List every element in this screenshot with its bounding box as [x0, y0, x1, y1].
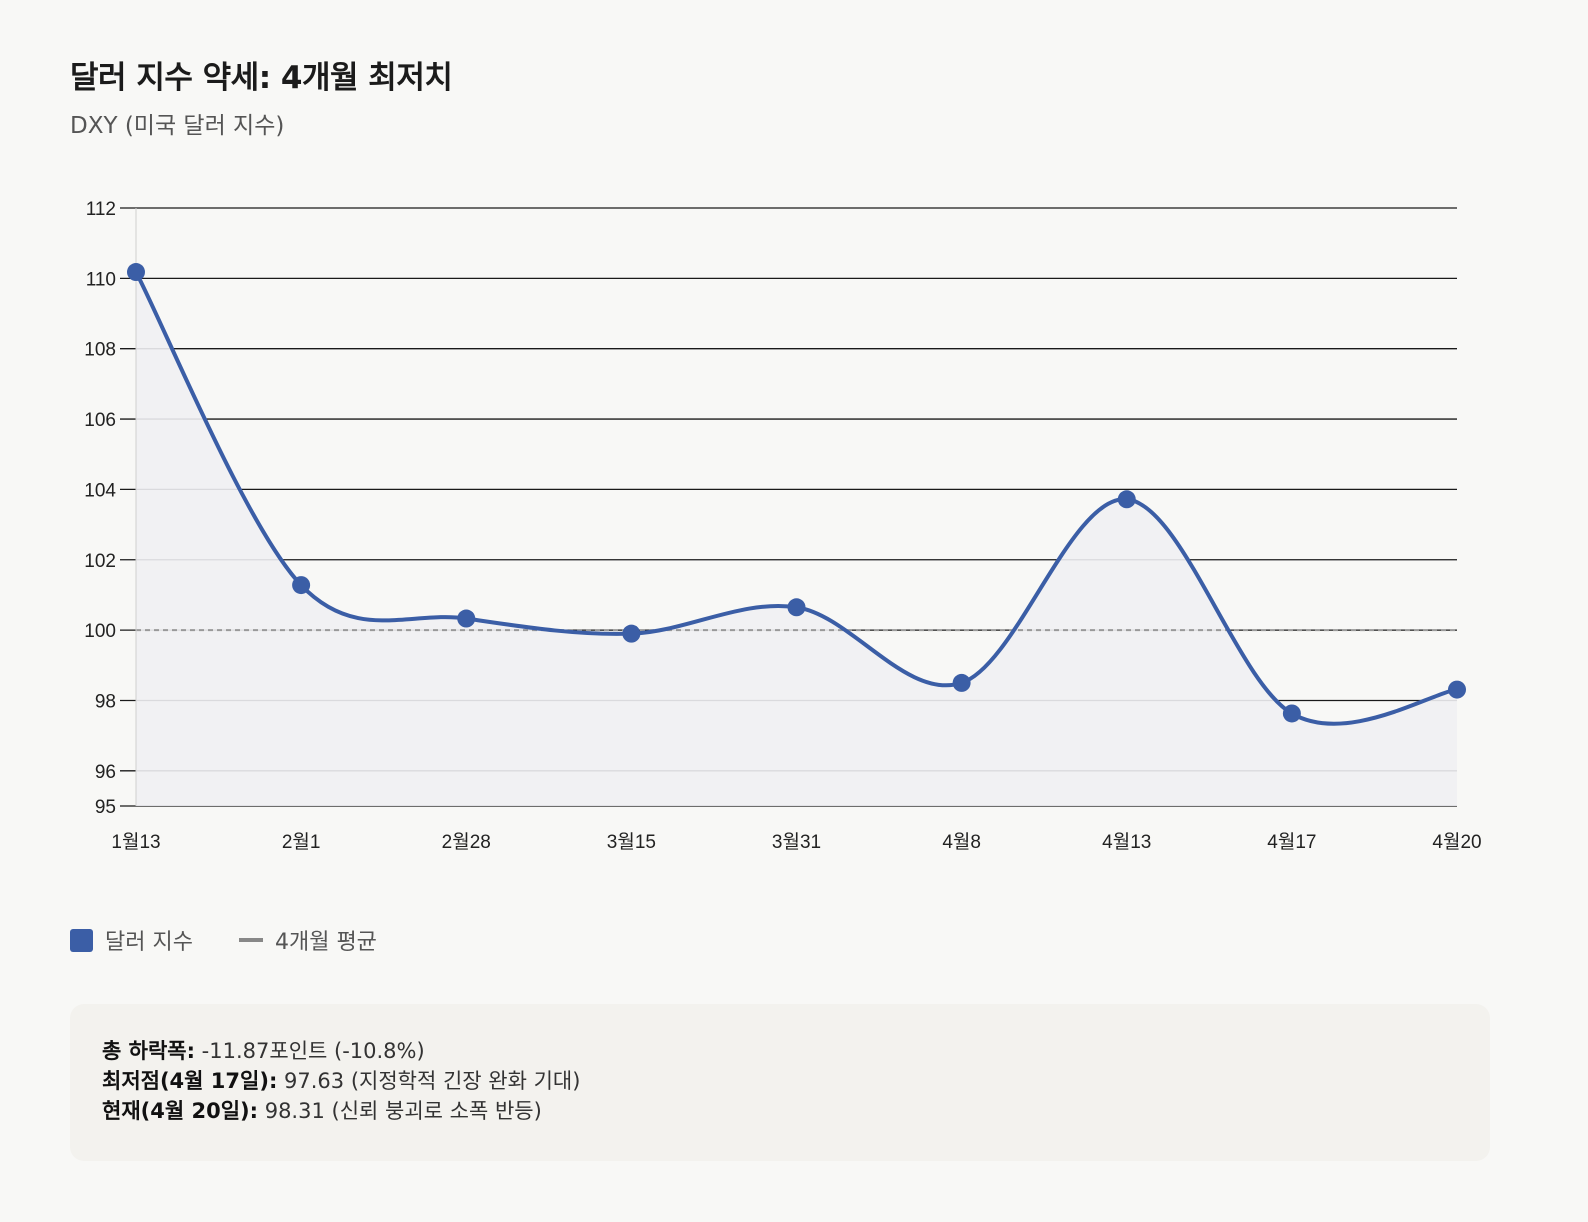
- area-fill: [136, 272, 1457, 806]
- data-point[interactable]: [1448, 680, 1466, 699]
- data-point[interactable]: [1282, 704, 1301, 723]
- x-tick-label: 4월8: [942, 831, 981, 853]
- data-points: [127, 263, 1466, 723]
- x-tick-label: 2월1: [282, 831, 321, 853]
- data-point[interactable]: [127, 263, 145, 282]
- x-tick-label: 1월13: [111, 831, 160, 853]
- data-point[interactable]: [622, 624, 641, 643]
- note-text: 98.31 (신뢰 붕괴로 소폭 반등): [258, 1099, 542, 1123]
- x-tick-label: 4월13: [1102, 831, 1151, 853]
- y-tick-label: 96: [95, 762, 116, 783]
- legend-label-average: 4개월 평균: [274, 930, 377, 955]
- x-tick-label: 4월20: [1432, 831, 1481, 853]
- y-tick-label: 112: [86, 199, 116, 220]
- y-tick-labels: 95 96 98 100 102 104 106 108 110 112: [84, 199, 116, 818]
- data-point[interactable]: [952, 673, 971, 692]
- y-tick-label: 98: [95, 691, 116, 712]
- note-label: 최저점(4월 17일):: [102, 1069, 278, 1093]
- x-tick-label: 4월17: [1267, 831, 1316, 853]
- series-line: [134, 271, 1458, 726]
- note-text: -11.87포인트 (-10.8%): [195, 1039, 425, 1063]
- data-point[interactable]: [787, 598, 806, 617]
- note-line-low: 최저점(4월 17일): 97.63 (지정학적 긴장 완화 기대): [102, 1066, 1458, 1096]
- legend-swatch-average: [238, 938, 263, 942]
- x-tick-label: 2월28: [442, 831, 491, 853]
- x-tick-label: 3월15: [607, 831, 656, 853]
- y-tick-label: 95: [95, 797, 116, 818]
- note-line-current: 현재(4월 20일): 98.31 (신뢰 붕괴로 소폭 반등): [102, 1096, 1458, 1126]
- note-label: 총 하락폭:: [102, 1039, 195, 1063]
- summary-note: 총 하락폭: -11.87포인트 (-10.8%) 최저점(4월 17일): 9…: [70, 1004, 1490, 1161]
- note-label: 현재(4월 20일):: [102, 1099, 259, 1123]
- note-line-decline: 총 하락폭: -11.87포인트 (-10.8%): [102, 1036, 1458, 1066]
- y-tick-label: 102: [84, 551, 116, 572]
- data-point[interactable]: [1117, 490, 1136, 509]
- data-point[interactable]: [457, 609, 476, 628]
- y-tick-label: 106: [84, 410, 116, 431]
- data-point[interactable]: [292, 576, 311, 595]
- legend-item-average: 4개월 평균: [238, 924, 377, 956]
- y-tick-label: 104: [84, 480, 116, 501]
- legend: 달러 지수 4개월 평균: [70, 924, 423, 956]
- note-text: 97.63 (지정학적 긴장 완화 기대): [277, 1069, 581, 1093]
- chart-subtitle: DXY (미국 달러 지수): [70, 113, 285, 139]
- y-tick-label: 110: [86, 269, 116, 290]
- y-tick-label: 100: [84, 621, 116, 642]
- x-tick-labels: 1월13 2월1 2월28 3월15 3월31 4월8 4월13 4월17 4월20: [111, 831, 1481, 853]
- x-tick-label: 3월31: [772, 831, 821, 853]
- chart-title: 달러 지수 약세: 4개월 최저치: [70, 60, 453, 96]
- legend-swatch-series: [70, 928, 93, 952]
- line-chart: 95 96 98 100 102 104 106 108 110 112 1월13 2월1 2월28 3…: [84, 199, 1481, 853]
- legend-item-series: 달러 지수: [70, 924, 193, 956]
- y-tick-label: 108: [84, 340, 116, 361]
- legend-label-series: 달러 지수: [105, 930, 193, 955]
